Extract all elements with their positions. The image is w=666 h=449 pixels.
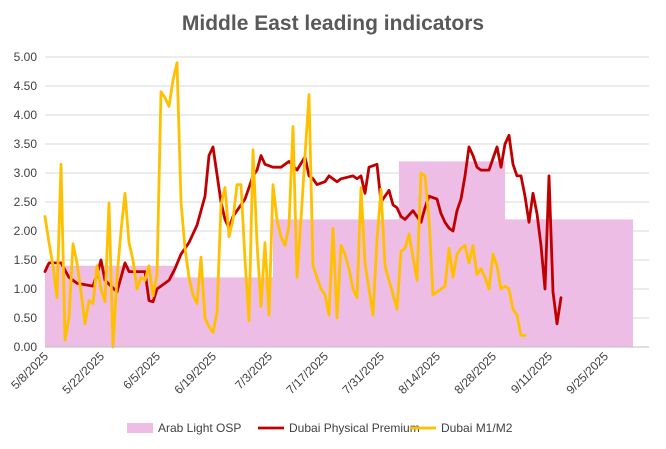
y-tick-label: 4.50 <box>14 79 38 93</box>
x-tick-label: 5/22/2025 <box>59 349 107 397</box>
y-tick-label: 0.50 <box>14 311 38 325</box>
arab-light-osp-legend-label: Arab Light OSP <box>158 421 241 435</box>
x-tick-label: 9/25/2025 <box>563 349 611 397</box>
y-axis: 0.00 0.50 1.00 1.50 2.00 2.50 3.00 3.50 4.00 4.50… <box>14 50 38 354</box>
x-tick-label: 7/17/2025 <box>283 349 331 397</box>
x-tick-label: 5/8/2025 <box>8 349 51 392</box>
y-tick-label: 1.50 <box>14 253 38 267</box>
x-axis: 5/8/2025 5/22/2025 6/5/2025 6/19/2025 7/3/20… <box>8 346 649 397</box>
y-tick-label: 4.00 <box>14 108 38 122</box>
line-series-layer <box>43 61 563 349</box>
y-tick-label: 3.00 <box>14 166 38 180</box>
chart-title: Middle East leading indicators <box>181 12 485 35</box>
y-tick-label: 2.50 <box>14 195 38 209</box>
x-tick-label: 7/3/2025 <box>232 349 275 392</box>
arab-light-osp-area <box>45 161 633 347</box>
y-tick-label: 5.00 <box>14 50 38 64</box>
y-tick-label: 3.50 <box>14 137 38 151</box>
x-tick-label: 6/5/2025 <box>120 349 163 392</box>
x-tick-label: 9/11/2025 <box>508 349 555 396</box>
area-series-layer <box>45 161 633 347</box>
dubai-physical-premium-legend-label: Dubai Physical Premium <box>289 421 420 435</box>
x-tick-label: 8/14/2025 <box>395 349 443 397</box>
arab-light-osp-legend-swatch <box>127 423 153 433</box>
x-tick-label: 6/19/2025 <box>171 349 219 397</box>
dubai-m1-m2-legend-label: Dubai M1/M2 <box>441 421 513 435</box>
y-tick-label: 0.00 <box>14 340 38 354</box>
y-tick-label: 1.00 <box>14 282 38 296</box>
y-tick-label: 2.00 <box>14 224 38 238</box>
x-tick-label: 8/28/2025 <box>451 349 499 397</box>
dubai-m1-m2-line <box>43 61 527 349</box>
dubai-physical-premium-line <box>43 133 563 326</box>
x-tick-label: 7/31/2025 <box>339 349 387 397</box>
legend: Arab Light OSP Dubai Physical Premium Duba… <box>127 421 513 435</box>
